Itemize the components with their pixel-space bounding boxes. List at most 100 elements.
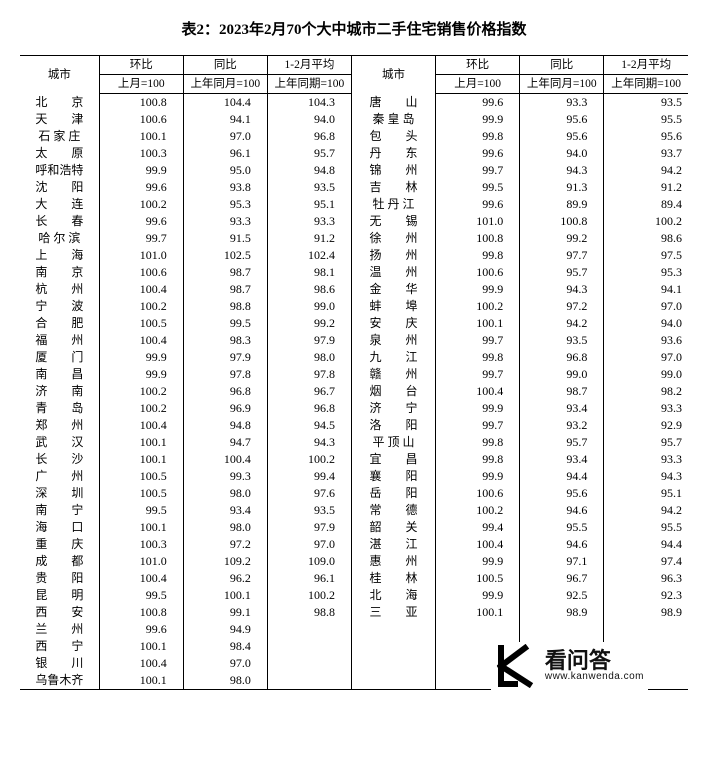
city-cell [351,672,435,690]
table-row: 北 京100.8104.4104.3唐 山99.693.393.5 [20,94,688,112]
value-cell: 99.5 [99,502,183,519]
value-cell: 93.4 [183,502,267,519]
price-index-table: 城市 环比 同比 1-2月平均 城市 环比 同比 1-2月平均 上月=100 上… [20,55,688,690]
value-cell: 100.5 [436,570,520,587]
value-cell: 99.3 [183,468,267,485]
value-cell: 100.4 [436,536,520,553]
table-row: 宁 波100.298.899.0蚌 埠100.297.297.0 [20,298,688,315]
value-cell: 95.7 [520,264,604,281]
value-cell: 89.9 [520,196,604,213]
value-cell: 98.7 [520,383,604,400]
value-cell: 97.1 [520,553,604,570]
value-cell: 100.8 [436,230,520,247]
value-cell: 98.6 [267,281,351,298]
city-cell: 徐 州 [351,230,435,247]
city-cell: 兰 州 [20,621,99,638]
city-cell: 湛 江 [351,536,435,553]
value-cell: 96.8 [520,349,604,366]
hdr-city-left: 城市 [20,56,99,94]
value-cell: 99.9 [436,468,520,485]
value-cell: 95.6 [520,128,604,145]
table-row: 厦 门99.997.998.0九 江99.896.897.0 [20,349,688,366]
value-cell: 99.7 [436,366,520,383]
value-cell: 94.4 [520,468,604,485]
city-cell: 吉 林 [351,179,435,196]
city-cell: 合 肥 [20,315,99,332]
value-cell: 95.0 [183,162,267,179]
value-cell: 96.9 [183,400,267,417]
value-cell: 99.6 [99,213,183,230]
value-cell: 99.5 [436,179,520,196]
value-cell: 95.3 [604,264,688,281]
city-cell: 呼和浩特 [20,162,99,179]
value-cell: 94.8 [267,162,351,179]
city-cell: 厦 门 [20,349,99,366]
value-cell: 99.6 [436,94,520,112]
city-cell: 海 口 [20,519,99,536]
value-cell: 98.0 [267,349,351,366]
value-cell: 93.3 [604,451,688,468]
value-cell: 99.0 [267,298,351,315]
value-cell: 100.4 [99,281,183,298]
value-cell: 98.9 [520,604,604,621]
value-cell: 93.3 [604,400,688,417]
hdr-avg-right: 1-2月平均 [604,56,688,75]
value-cell: 96.8 [267,400,351,417]
value-cell: 94.2 [604,502,688,519]
value-cell: 98.9 [604,604,688,621]
table-row: 长 春99.693.393.3无 锡101.0100.8100.2 [20,213,688,230]
value-cell: 97.9 [267,519,351,536]
city-cell: 惠 州 [351,553,435,570]
value-cell: 94.0 [604,315,688,332]
table-row: 兰 州99.694.9 [20,621,688,638]
value-cell: 94.0 [267,111,351,128]
value-cell: 99.9 [436,553,520,570]
value-cell: 100.5 [99,485,183,502]
table-row: 成 都101.0109.2109.0惠 州99.997.197.4 [20,553,688,570]
table-row: 西 安100.899.198.8三 亚100.198.998.9 [20,604,688,621]
value-cell: 95.5 [520,519,604,536]
value-cell: 99.0 [520,366,604,383]
city-cell: 牡 丹 江 [351,196,435,213]
value-cell: 97.0 [183,128,267,145]
city-cell: 杭 州 [20,281,99,298]
value-cell: 98.0 [183,519,267,536]
value-cell: 100.1 [436,604,520,621]
value-cell: 96.1 [267,570,351,587]
value-cell: 99.9 [436,400,520,417]
city-cell: 宁 波 [20,298,99,315]
value-cell: 93.2 [520,417,604,434]
table-row: 大 连100.295.395.1牡 丹 江99.689.989.4 [20,196,688,213]
city-cell: 南 昌 [20,366,99,383]
value-cell: 95.7 [267,145,351,162]
value-cell: 99.7 [436,162,520,179]
value-cell: 100.8 [99,604,183,621]
value-cell: 109.2 [183,553,267,570]
city-cell: 长 沙 [20,451,99,468]
table-row: 南 宁99.593.493.5常 德100.294.694.2 [20,502,688,519]
value-cell: 94.2 [604,162,688,179]
value-cell: 100.4 [99,417,183,434]
city-cell: 深 圳 [20,485,99,502]
table-row: 昆 明99.5100.1100.2北 海99.992.592.3 [20,587,688,604]
value-cell: 98.2 [604,383,688,400]
city-cell: 韶 关 [351,519,435,536]
value-cell: 93.4 [520,451,604,468]
value-cell: 98.0 [183,672,267,690]
value-cell: 94.9 [183,621,267,638]
value-cell: 99.4 [267,468,351,485]
value-cell: 100.5 [99,315,183,332]
value-cell: 99.9 [99,349,183,366]
value-cell: 99.8 [436,128,520,145]
value-cell: 99.2 [267,315,351,332]
city-cell: 昆 明 [20,587,99,604]
value-cell: 94.5 [267,417,351,434]
city-cell: 秦 皇 岛 [351,111,435,128]
value-cell: 100.2 [267,451,351,468]
value-cell: 100.3 [99,536,183,553]
city-cell: 青 岛 [20,400,99,417]
sub-yoy-right: 上年同月=100 [520,75,604,94]
value-cell: 100.2 [99,400,183,417]
value-cell: 91.5 [183,230,267,247]
value-cell: 99.7 [436,332,520,349]
